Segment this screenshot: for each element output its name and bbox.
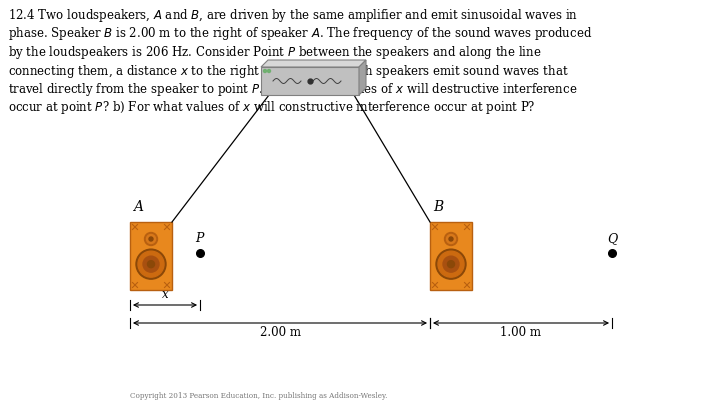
Text: Copyright 2013 Pearson Education, Inc. publishing as Addison-Wesley.: Copyright 2013 Pearson Education, Inc. p… (130, 392, 387, 400)
Circle shape (144, 232, 157, 245)
Text: 12.4 Two loudspeakers, $\mathit{A}$ and $\mathit{B}$, are driven by the same amp: 12.4 Two loudspeakers, $\mathit{A}$ and … (8, 7, 578, 24)
Text: by the loudspeakers is 206 Hz. Consider Point $\mathit{P}$ between the speakers : by the loudspeakers is 206 Hz. Consider … (8, 44, 541, 61)
Polygon shape (261, 60, 366, 67)
Text: B: B (433, 200, 443, 214)
Text: travel directly from the speaker to point $\mathit{P}$. a) For what values of $\: travel directly from the speaker to poin… (8, 81, 578, 98)
Text: 1.00 m: 1.00 m (500, 326, 541, 339)
Circle shape (149, 237, 153, 241)
Text: P: P (195, 232, 203, 245)
Text: connecting them, a distance $\mathit{x}$ to the right of speaker $\mathit{A}$. B: connecting them, a distance $\mathit{x}$… (8, 62, 569, 79)
Circle shape (438, 251, 464, 277)
Circle shape (449, 237, 453, 241)
Circle shape (446, 234, 456, 243)
Text: x: x (162, 288, 168, 301)
Text: A: A (133, 200, 143, 214)
Text: Q: Q (607, 232, 617, 245)
Circle shape (136, 249, 166, 279)
Circle shape (443, 256, 459, 272)
Bar (130, 222, 172, 290)
Circle shape (138, 251, 164, 277)
Circle shape (267, 70, 270, 72)
Circle shape (146, 234, 156, 243)
Bar (430, 222, 472, 290)
Circle shape (448, 261, 454, 268)
Circle shape (263, 70, 267, 72)
Polygon shape (359, 60, 366, 95)
Circle shape (445, 232, 458, 245)
Circle shape (148, 261, 154, 268)
Text: 2.00 m: 2.00 m (260, 326, 301, 339)
Bar (261, 67, 359, 95)
Text: phase. Speaker $\mathit{B}$ is 2.00 m to the right of speaker $\mathit{A}$. The : phase. Speaker $\mathit{B}$ is 2.00 m to… (8, 26, 592, 43)
Circle shape (143, 256, 159, 272)
Text: occur at point $\mathit{P}$? b) For what values of $\mathit{x}$ will constructiv: occur at point $\mathit{P}$? b) For what… (8, 100, 536, 117)
Circle shape (436, 249, 466, 279)
